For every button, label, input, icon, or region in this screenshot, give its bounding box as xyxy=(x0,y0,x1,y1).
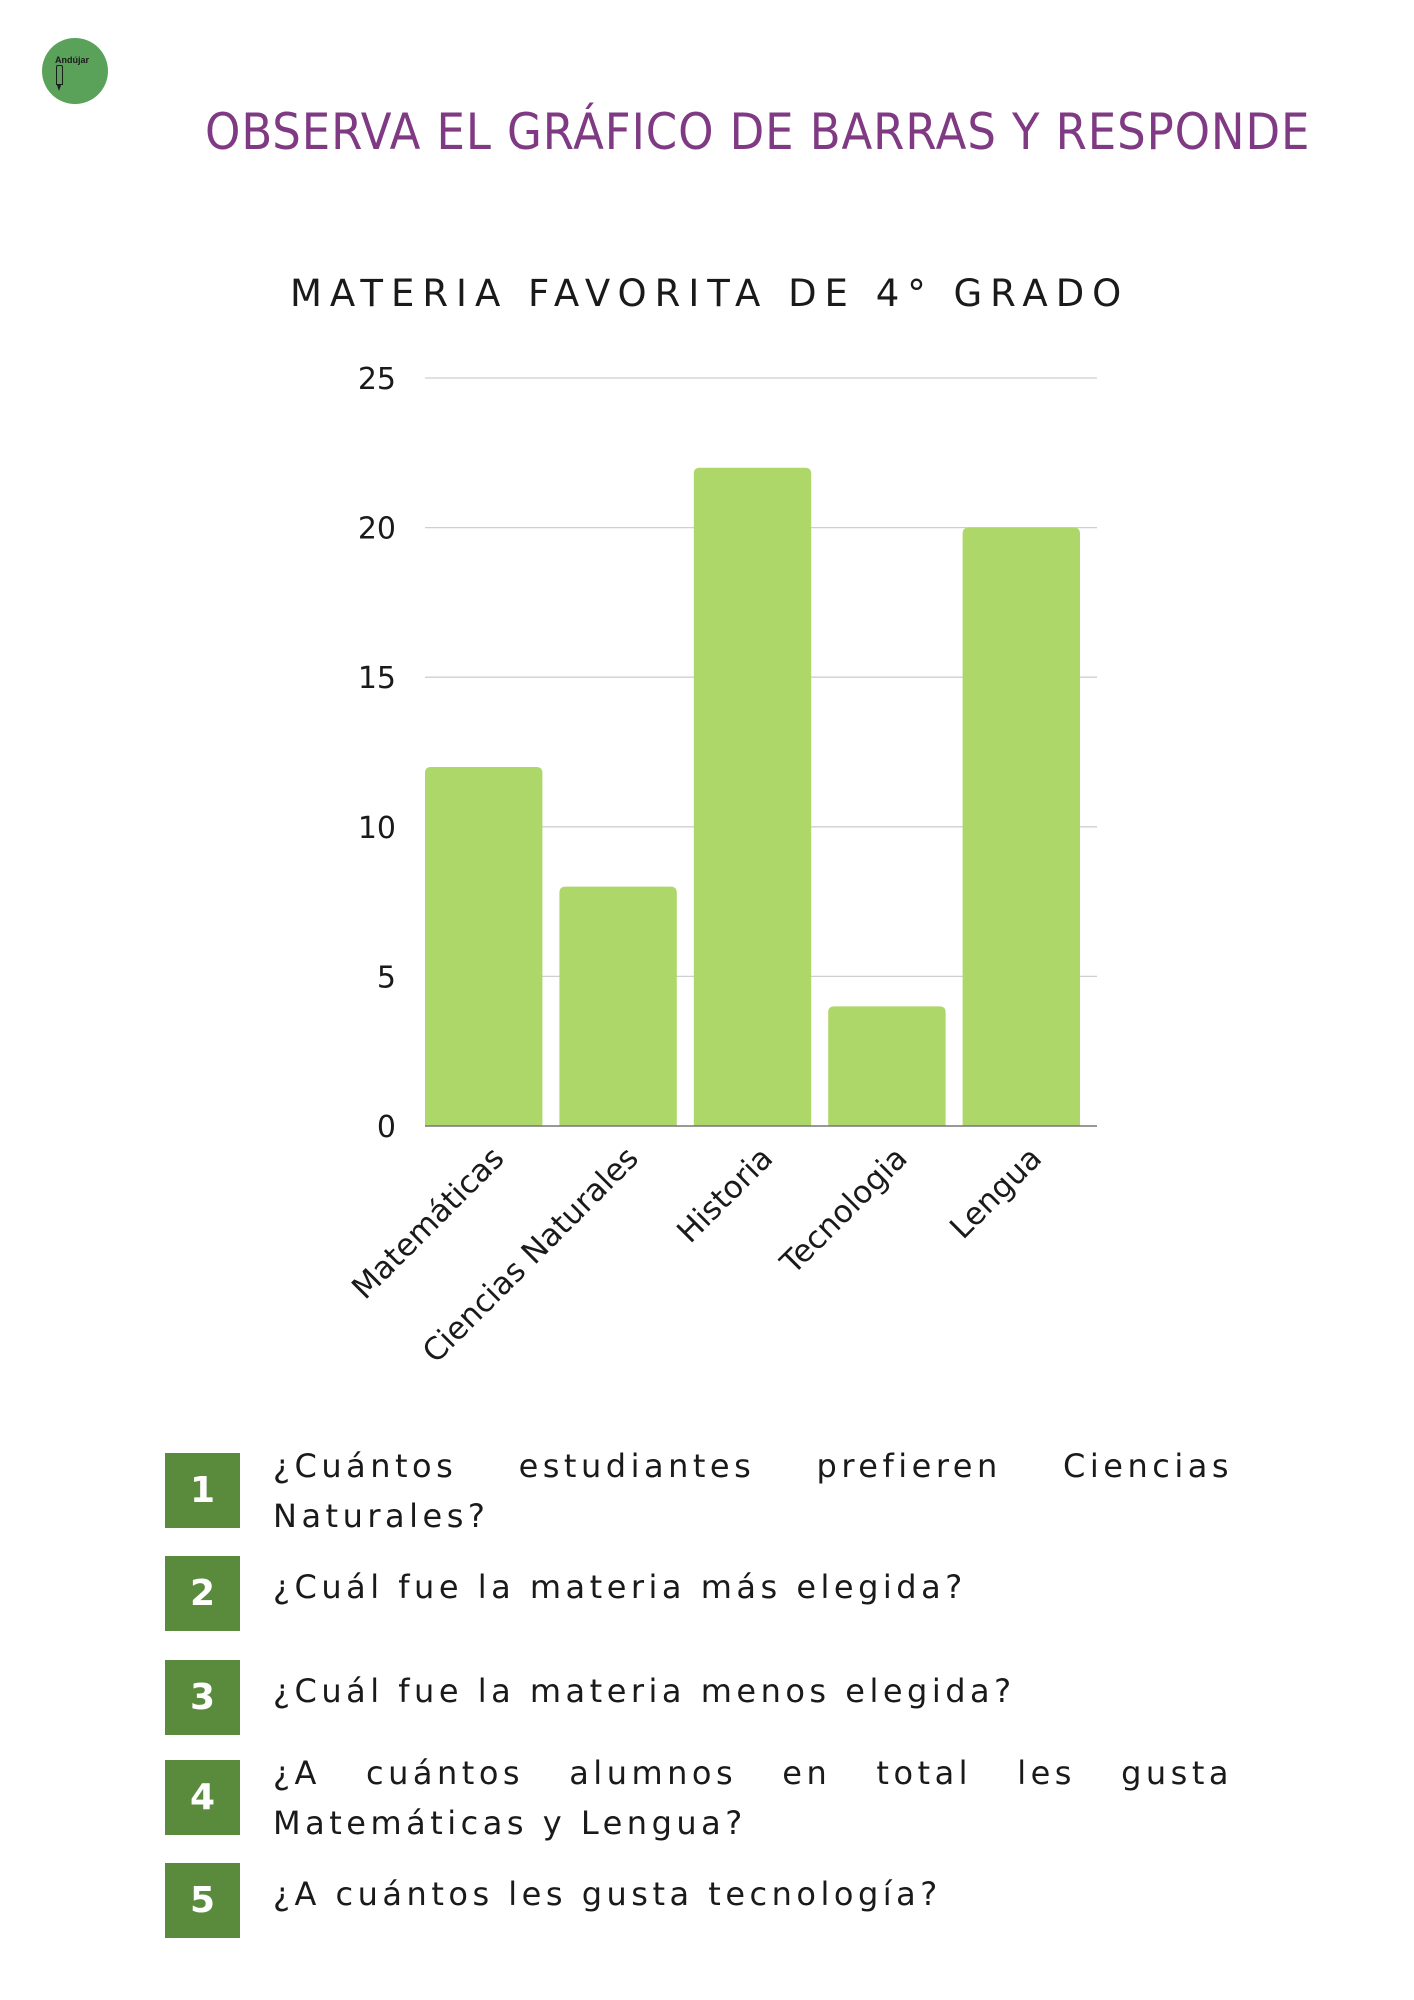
bar xyxy=(693,467,812,1126)
question-number-badge: 5 xyxy=(165,1863,240,1938)
chart-title: MATERIA FAVORITA DE 4° GRADO xyxy=(290,272,1130,315)
pencil-icon xyxy=(56,65,63,91)
bar xyxy=(828,1006,946,1126)
question-text: ¿A cuántos les gusta tecnología? xyxy=(273,1875,942,1913)
y-tick-label: 25 xyxy=(358,362,396,397)
question-text: ¿A cuántos alumnos en total les gusta Ma… xyxy=(273,1754,1233,1842)
x-tick-label: Lengua xyxy=(943,1140,1049,1246)
question-text: ¿Cuál fue la materia menos elegida? xyxy=(273,1672,1016,1710)
bar xyxy=(559,886,677,1126)
y-tick-label: 20 xyxy=(358,512,396,547)
school-logo: Andújar xyxy=(42,38,108,104)
question-number-badge: 1 xyxy=(165,1453,240,1528)
y-tick-label: 5 xyxy=(377,960,396,995)
question-number-badge: 3 xyxy=(165,1660,240,1735)
logo-text: Andújar xyxy=(55,55,90,65)
question-number-badge: 2 xyxy=(165,1556,240,1631)
question-text: ¿Cuántos estudiantes prefieren Ciencias … xyxy=(273,1447,1233,1535)
y-tick-label: 15 xyxy=(358,661,396,696)
page-title: OBSERVA EL GRÁFICO DE BARRAS Y RESPONDE xyxy=(205,103,1311,161)
question-text: ¿Cuál fue la materia más elegida? xyxy=(273,1568,967,1606)
bar xyxy=(425,766,543,1126)
y-tick-label: 0 xyxy=(377,1110,396,1145)
y-tick-label: 10 xyxy=(358,811,396,846)
question-number-badge: 4 xyxy=(165,1760,240,1835)
bar xyxy=(962,527,1080,1126)
x-tick-label: Historia xyxy=(670,1140,780,1250)
x-tick-label: Tecnologia xyxy=(773,1140,915,1282)
